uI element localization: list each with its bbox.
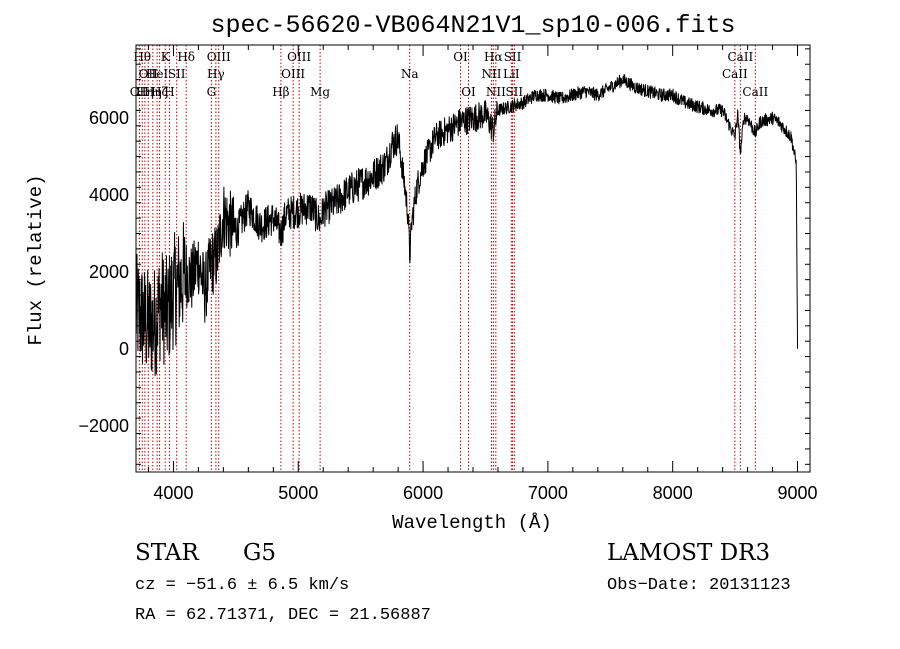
line-marker-label: Hα: [484, 50, 503, 64]
x-tick-label: 4000: [153, 483, 193, 503]
line-marker-label: SII: [505, 85, 523, 99]
line-marker-label: OIII: [207, 50, 231, 64]
line-marker-label: OI: [453, 50, 468, 64]
y-axis-label: Flux (relative): [25, 174, 47, 345]
y-tick-label: 4000: [89, 185, 129, 205]
line-marker-label: NII: [481, 67, 501, 81]
y-tick-label: −2000: [78, 416, 129, 436]
chart-title: spec-56620-VB064N21V1_sp10-006.fits: [210, 11, 735, 40]
y-tick-label: 0: [119, 339, 129, 359]
line-marker-label: Hγ: [207, 67, 225, 81]
object-class: STAR: [135, 540, 199, 566]
line-marker-label: CaII: [722, 67, 748, 81]
line-marker-label: OI: [461, 85, 476, 99]
survey-name: LAMOST DR3: [607, 540, 770, 566]
line-marker-label: Hη: [144, 85, 162, 99]
line-marker-label: G: [207, 85, 217, 99]
line-marker-label: LiI: [503, 67, 520, 81]
y-tick-label: 6000: [89, 108, 129, 128]
x-tick-label: 8000: [653, 483, 693, 503]
line-marker-label: NII: [486, 85, 506, 99]
line-marker-label: HeI: [146, 67, 169, 81]
y-tick-labels: −2000 0 2000 4000 6000: [78, 108, 129, 436]
line-marker-label: CaII: [742, 85, 768, 99]
x-tick-label: 6000: [403, 483, 443, 503]
line-marker-label: Mg: [310, 85, 330, 99]
line-marker-label: Hβ: [272, 85, 289, 99]
x-tick-labels: 4000 5000 6000 7000 8000 9000: [153, 483, 817, 503]
line-marker-label: K: [161, 50, 171, 64]
line-marker-label: H: [164, 85, 174, 99]
line-marker-label: Hθ: [133, 50, 151, 64]
line-marker-label: Na: [401, 67, 419, 81]
line-marker-label: SII: [168, 67, 186, 81]
line-marker-label: Hζ: [151, 85, 168, 99]
redshift-velocity: cz = −51.6 ± 6.5 km/s: [135, 576, 349, 595]
x-tick-label: 5000: [278, 483, 318, 503]
line-marker-label: OII: [139, 67, 159, 81]
x-tick-label: 7000: [528, 483, 568, 503]
line-marker-label: Hδ: [177, 50, 195, 64]
object-subclass: G5: [243, 540, 276, 566]
line-marker-label: OIII: [281, 67, 305, 81]
spectrum-series: [135, 74, 798, 377]
y-tick-label: 2000: [89, 262, 129, 282]
x-axis-label: Wavelength (Å): [392, 512, 552, 534]
axis-ticks: [136, 45, 810, 472]
spectral-line-markers: [138, 45, 756, 472]
line-marker-label: CaII: [727, 50, 753, 64]
line-marker-label: OIII: [287, 50, 311, 64]
line-marker-label: OII: [130, 85, 150, 99]
line-marker-label: SII: [504, 50, 522, 64]
observation-date: Obs−Date: 20131123: [607, 576, 791, 595]
sky-coordinates: RA = 62.71371, DEC = 21.56887: [135, 606, 431, 625]
x-tick-label: 9000: [777, 483, 817, 503]
spectrum-line: [135, 74, 798, 377]
